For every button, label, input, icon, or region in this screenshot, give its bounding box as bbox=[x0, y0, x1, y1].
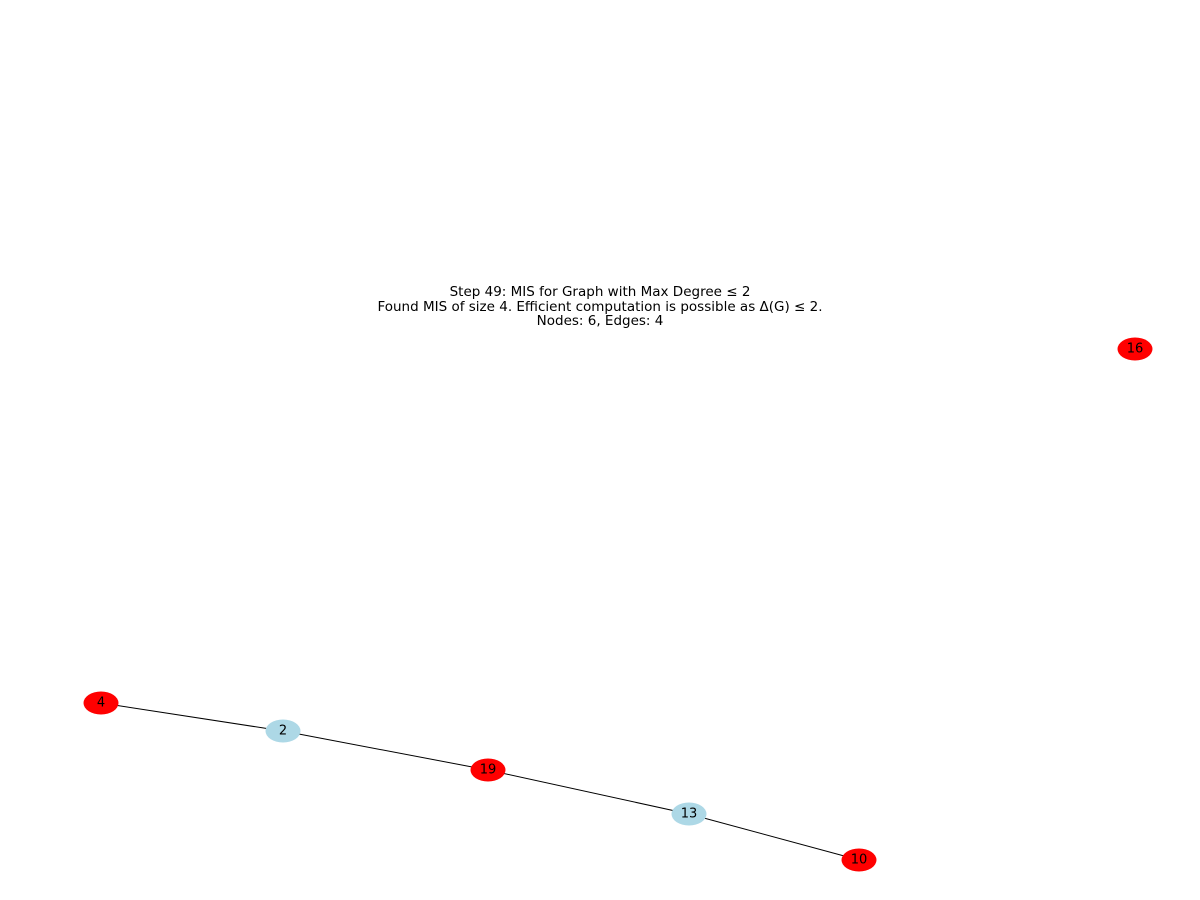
node-label-4: 4 bbox=[97, 696, 105, 711]
node-circle-16 bbox=[1117, 337, 1153, 361]
node-16: 16 bbox=[1117, 337, 1153, 361]
node-label-19: 19 bbox=[480, 763, 497, 778]
node-label-2: 2 bbox=[279, 724, 287, 739]
nodes-layer: 4 2 19 13 10 16 bbox=[83, 337, 1153, 872]
edge-4-2 bbox=[100, 702, 284, 732]
node-label-10: 10 bbox=[851, 853, 868, 868]
edge-2-19 bbox=[282, 730, 489, 771]
edge-13-10 bbox=[688, 813, 860, 861]
title-line-step: Step 49: MIS for Graph with Max Degree ≤… bbox=[449, 284, 751, 300]
edge-19-13 bbox=[487, 769, 690, 815]
node-circle-4 bbox=[83, 691, 119, 715]
node-2: 2 bbox=[265, 719, 301, 743]
node-label-16: 16 bbox=[1127, 342, 1144, 357]
title-line-counts: Nodes: 6, Edges: 4 bbox=[536, 313, 664, 329]
node-circle-10 bbox=[841, 848, 877, 872]
title-line-result: Found MIS of size 4. Efficient computati… bbox=[377, 298, 823, 315]
edges-layer bbox=[100, 702, 860, 861]
node-10: 10 bbox=[841, 848, 877, 872]
node-circle-19 bbox=[470, 758, 506, 782]
node-19: 19 bbox=[470, 758, 506, 782]
node-circle-13 bbox=[671, 802, 707, 826]
node-label-13: 13 bbox=[681, 807, 698, 822]
node-circle-2 bbox=[265, 719, 301, 743]
node-4: 4 bbox=[83, 691, 119, 715]
figure-title: Step 49: MIS for Graph with Max Degree ≤… bbox=[0, 285, 1200, 329]
node-13: 13 bbox=[671, 802, 707, 826]
